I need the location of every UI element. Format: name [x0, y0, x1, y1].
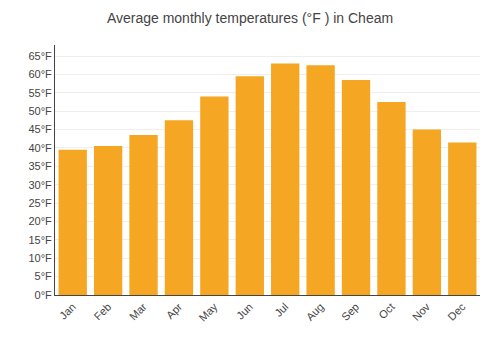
svg-text:May: May — [197, 300, 221, 324]
svg-text:Jun: Jun — [234, 301, 255, 322]
svg-text:Feb: Feb — [92, 301, 114, 323]
svg-text:Average monthly temperatures (: Average monthly temperatures (°F ) in Ch… — [107, 10, 393, 26]
svg-text:65°F: 65°F — [28, 50, 52, 62]
svg-text:15°F: 15°F — [28, 234, 52, 246]
svg-text:45°F: 45°F — [28, 123, 52, 135]
svg-text:0°F: 0°F — [35, 289, 53, 301]
svg-text:Nov: Nov — [410, 300, 433, 323]
svg-text:Sep: Sep — [339, 301, 361, 323]
svg-text:Jan: Jan — [57, 301, 78, 322]
svg-text:30°F: 30°F — [28, 179, 52, 191]
svg-text:Aug: Aug — [304, 301, 326, 323]
svg-text:Dec: Dec — [445, 300, 468, 323]
svg-text:20°F: 20°F — [28, 215, 52, 227]
svg-text:Apr: Apr — [164, 300, 185, 321]
svg-text:10°F: 10°F — [28, 252, 52, 264]
svg-text:25°F: 25°F — [28, 197, 52, 209]
svg-text:Oct: Oct — [376, 301, 397, 322]
svg-text:50°F: 50°F — [28, 105, 52, 117]
svg-text:55°F: 55°F — [28, 87, 52, 99]
svg-text:60°F: 60°F — [28, 68, 52, 80]
svg-text:Jul: Jul — [272, 301, 290, 319]
svg-text:40°F: 40°F — [28, 142, 52, 154]
svg-text:35°F: 35°F — [28, 160, 52, 172]
svg-text:Mar: Mar — [127, 300, 149, 322]
svg-text:5°F: 5°F — [35, 270, 53, 282]
